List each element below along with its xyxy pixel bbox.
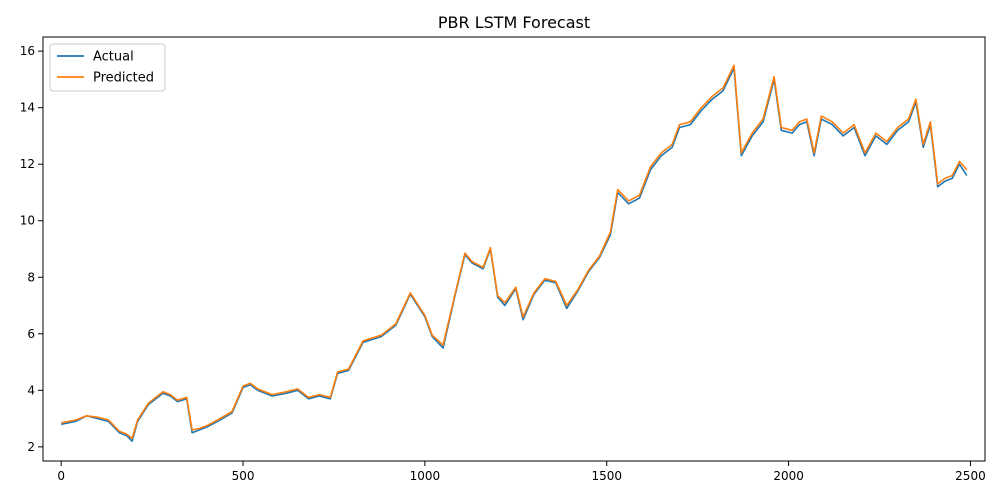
- plot-frame: [42, 36, 986, 462]
- x-axis: 0 500 1000 1500 2000 2500: [57, 461, 986, 483]
- series-line-predicted: [61, 64, 968, 440]
- legend-label: Actual: [93, 50, 134, 65]
- y-tick-label: 6: [27, 327, 35, 341]
- x-tick-label: 1500: [591, 469, 622, 483]
- y-tick-label: 2: [27, 440, 35, 454]
- legend: Actual Predicted: [49, 43, 166, 92]
- y-tick-label: 8: [27, 270, 35, 284]
- y-tick-label: 14: [20, 101, 35, 115]
- y-axis: 2 4 6 8 10 12 14 16: [20, 44, 43, 454]
- legend-label: Predicted: [93, 71, 154, 86]
- x-tick-label: 500: [232, 469, 255, 483]
- y-tick-label: 10: [20, 214, 35, 228]
- x-tick-label: 0: [57, 469, 65, 483]
- x-tick-label: 2000: [773, 469, 804, 483]
- chart-title: PBR LSTM Forecast: [438, 13, 590, 32]
- y-tick-label: 12: [20, 157, 35, 171]
- y-tick-label: 4: [27, 383, 35, 397]
- x-tick-label: 2500: [955, 469, 986, 483]
- series-line-actual: [61, 67, 968, 442]
- series-layer: [61, 64, 968, 442]
- y-tick-label: 16: [20, 44, 35, 58]
- x-tick-label: 1000: [410, 469, 441, 483]
